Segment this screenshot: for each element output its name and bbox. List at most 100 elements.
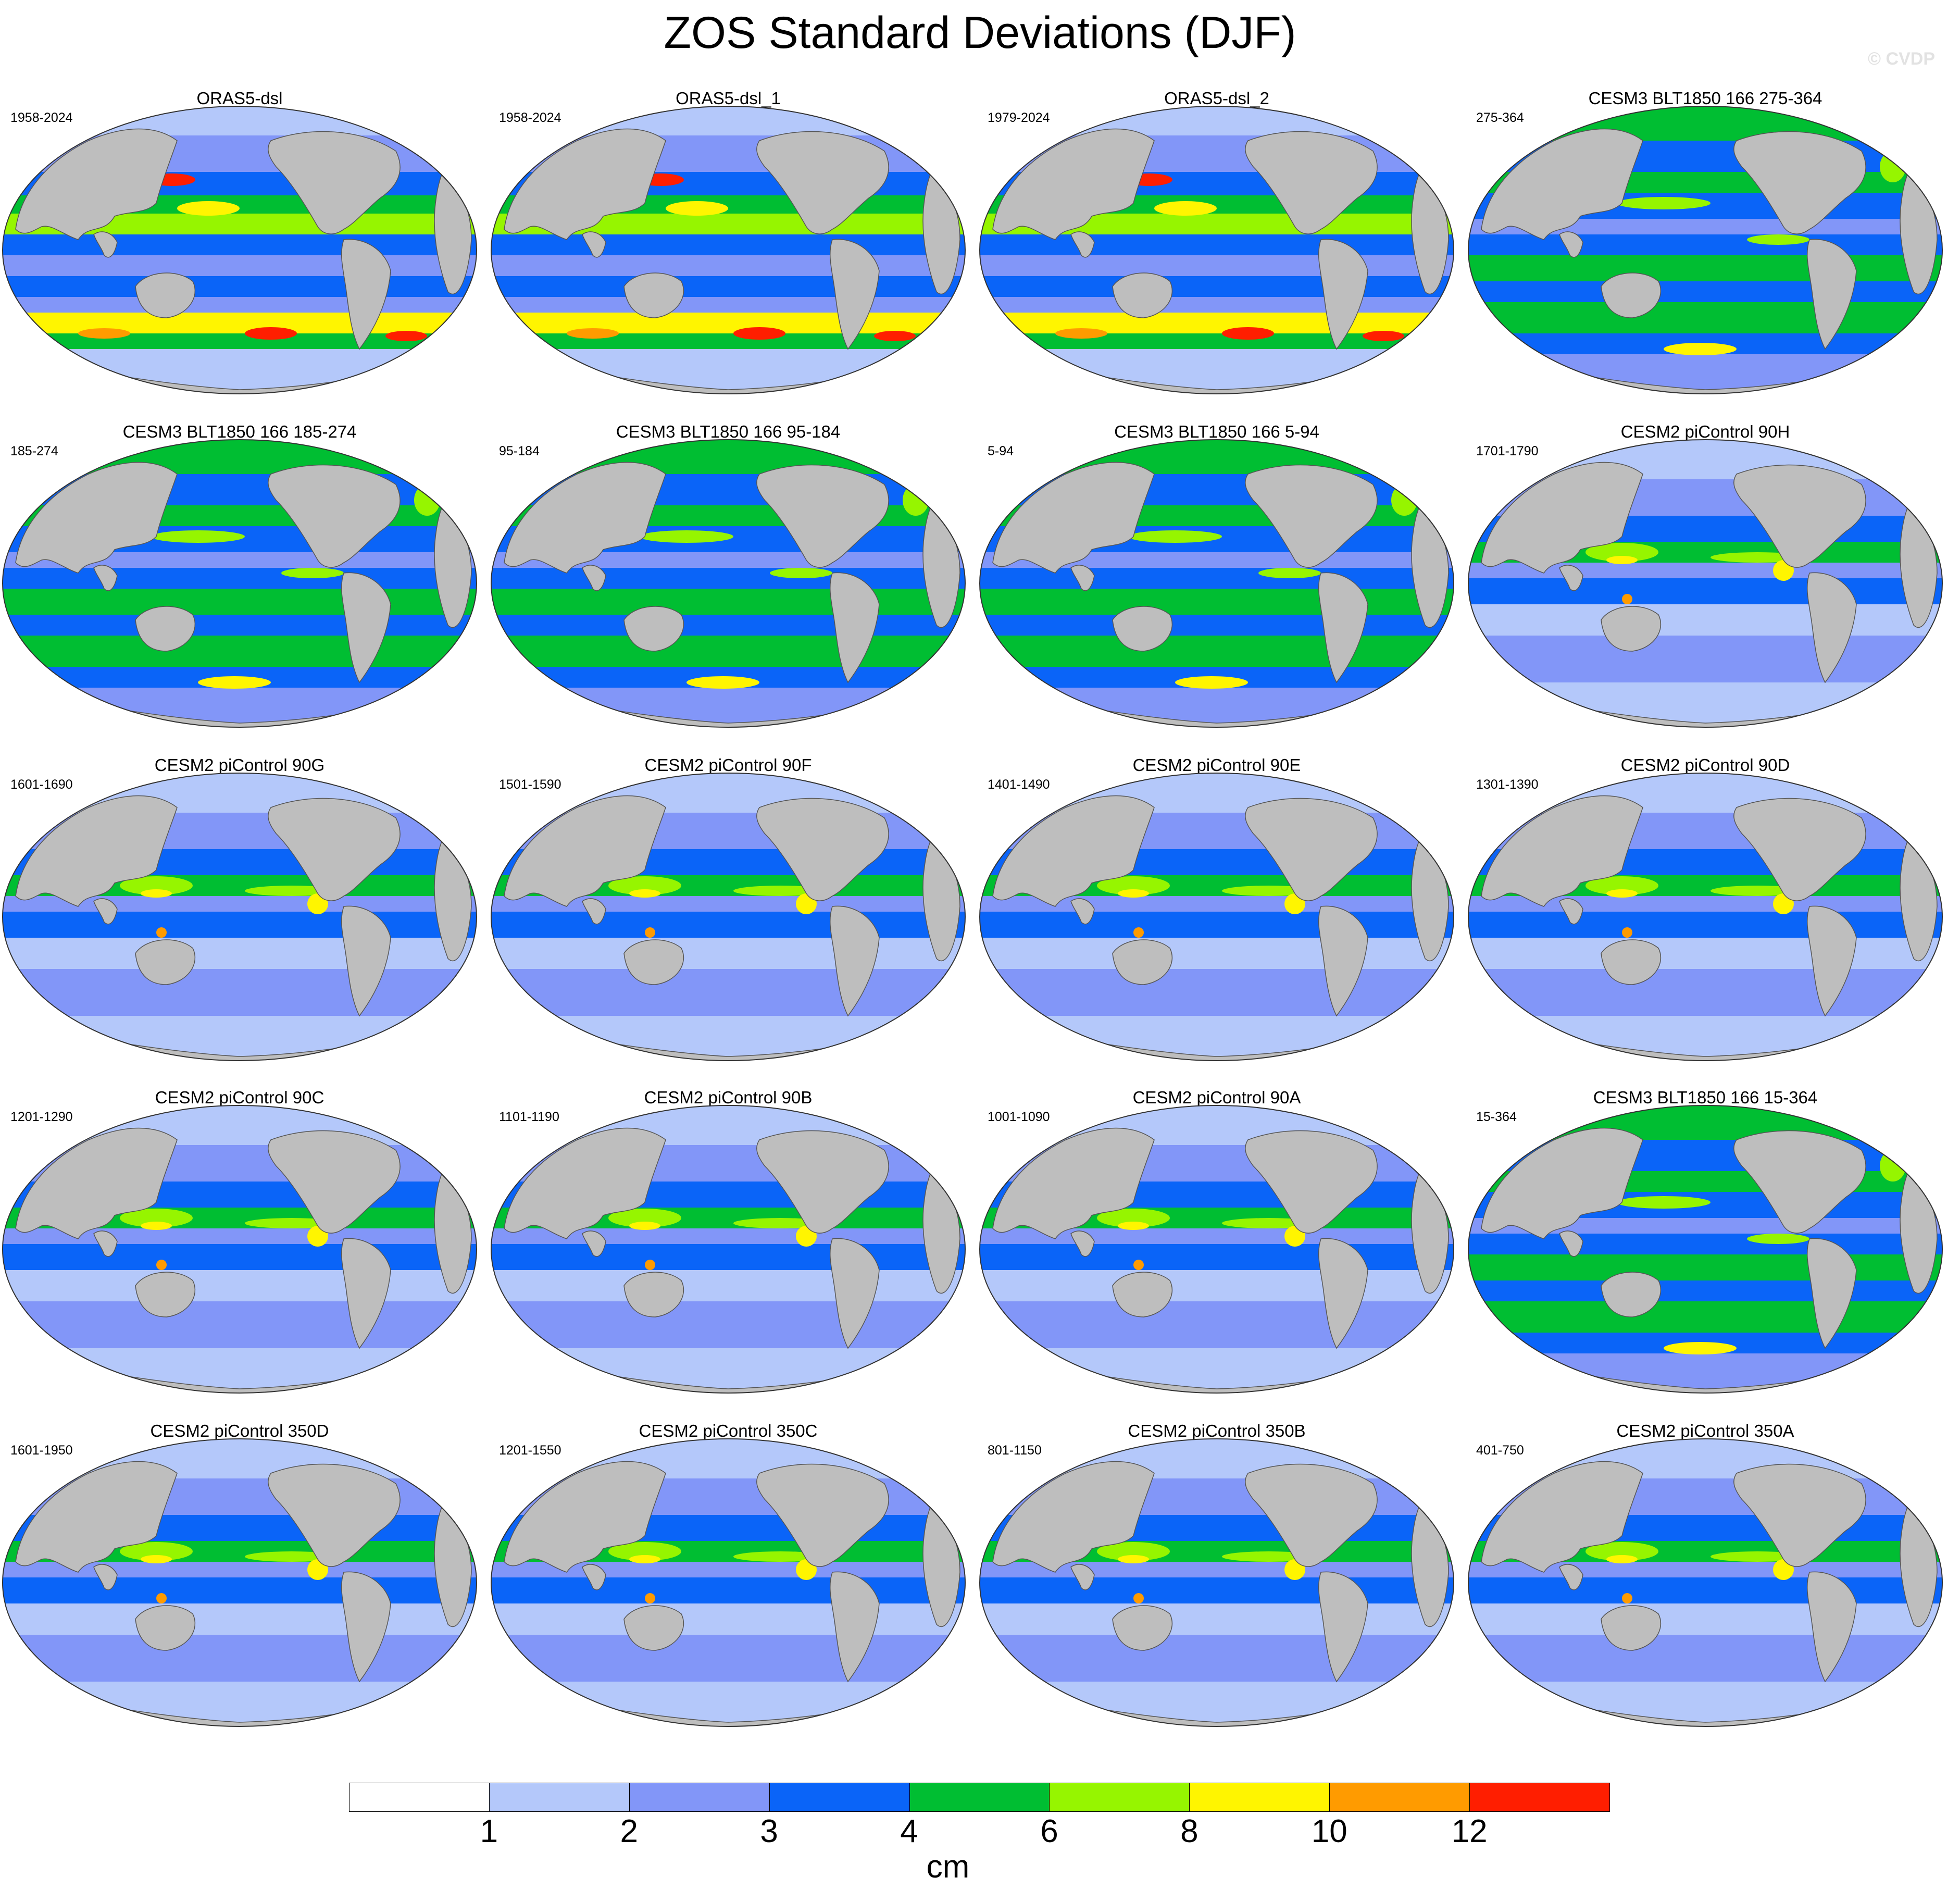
variability-hotspot [1175,676,1248,689]
ocean-band [1468,281,1942,302]
variability-hotspot [1622,594,1632,604]
land-mass [1481,1461,1643,1573]
variability-hotspot [78,328,130,339]
colorbar-tick-label: 12 [1451,1813,1488,1849]
ocean-band [1468,106,1942,141]
land-mass [1112,1272,1173,1317]
ocean-band [491,1016,965,1061]
variability-hotspot [629,1555,660,1563]
ocean-band [3,1439,477,1478]
ocean-band [3,773,477,813]
ocean-band [980,615,1454,636]
land-mass [1733,1463,1866,1567]
variability-hotspot [629,1222,660,1230]
watermark-logo: © CVDP [1868,49,1935,69]
land-mass [582,1564,606,1590]
land-mass [756,1130,889,1234]
variability-hotspot [1747,1234,1809,1244]
land-mass [1807,1571,1857,1683]
variability-hotspot [1055,328,1107,339]
ocean-band [3,349,477,394]
variability-hotspot [608,1542,681,1561]
land-mass [1559,1230,1583,1257]
ocean-band [980,276,1454,297]
panel-title: CESM2 piControl 90G [154,755,325,775]
map-image [491,106,966,394]
ocean-band [491,255,965,276]
ocean-band [1468,1577,1942,1603]
ocean-band [980,1301,1454,1348]
variability-hotspot [141,889,172,898]
panel-title: CESM2 piControl 90E [1132,755,1301,775]
ocean-band [1468,636,1942,682]
ocean-band [980,912,1454,938]
land-mass [1245,798,1378,901]
land-mass [1245,1463,1378,1567]
ocean-band [1468,1105,1942,1140]
ocean-band [491,234,965,255]
map-panel: ORAS5-dsl_2 1979-2024 [977,89,1456,448]
ocean-band [491,349,965,394]
ocean-band [1468,578,1942,604]
land-mass [15,462,178,574]
ocean-band [3,313,477,333]
map-outline [491,1105,966,1394]
land-mass [1481,128,1643,240]
ocean-band [3,969,477,1016]
panel-title: CESM3 BLT1850 166 185-274 [122,422,357,441]
map-outline [979,439,1454,728]
ocean-band [3,440,477,474]
land-mass [504,128,666,240]
land-mass [93,565,118,591]
map-panel: CESM2 piControl 350B 801-1150 [977,1421,1456,1781]
ocean-band [491,773,965,813]
land-mass [1112,272,1173,318]
land-mass [1481,462,1643,574]
ocean-band [3,1635,477,1682]
land-mass [623,1605,684,1651]
map-panel: CESM2 piControl 90D 1301-1390 [1466,755,1945,1115]
map-outline [2,439,477,728]
map-panel: ORAS5-dsl_1 1958-2024 [489,89,968,448]
land-mass [504,795,666,907]
land-mass [1733,798,1866,901]
ocean-band [3,276,477,297]
ocean-band [1468,1635,1942,1682]
ocean-band [491,636,965,667]
map-panel: CESM2 piControl 350D 1601-1950 [0,1421,479,1781]
land-mass [1733,464,1866,568]
colorbar-tick-label: 2 [620,1813,638,1849]
ocean-band [3,568,477,589]
colorbar-tick-label: 10 [1311,1813,1347,1849]
land-mass [268,131,401,234]
ocean-band [3,615,477,636]
ocean-band [1468,604,1942,636]
map-image [1468,1438,1943,1727]
ocean-band [1468,255,1942,281]
variability-hotspot [1617,197,1711,209]
panel-title: CESM3 BLT1850 166 275-364 [1588,89,1822,108]
land-mass [504,1127,666,1239]
land-mass [1559,231,1583,258]
variability-hotspot [1664,1342,1737,1354]
land-mass [135,1272,196,1317]
ocean-band [980,1635,1454,1682]
ocean-band [1468,1682,1942,1726]
variability-hotspot [1118,1555,1149,1563]
panel-title: CESM2 piControl 90A [1132,1088,1301,1107]
land-mass [1318,1238,1368,1349]
map-outline [2,1105,477,1394]
ocean-band [980,1439,1454,1478]
panel-period: 5-94 [988,444,1014,458]
ocean-band [491,1439,965,1478]
variability-hotspot [156,1260,167,1270]
land-mass [756,464,889,568]
map-outline [1468,773,1943,1061]
map-image [979,1105,1454,1394]
land-mass [756,1463,889,1567]
ocean-band [3,106,477,135]
ocean-band [1468,912,1942,938]
panel-title: CESM2 piControl 350B [1128,1421,1306,1440]
land-mass [1318,1571,1368,1683]
map-image [491,1105,966,1394]
